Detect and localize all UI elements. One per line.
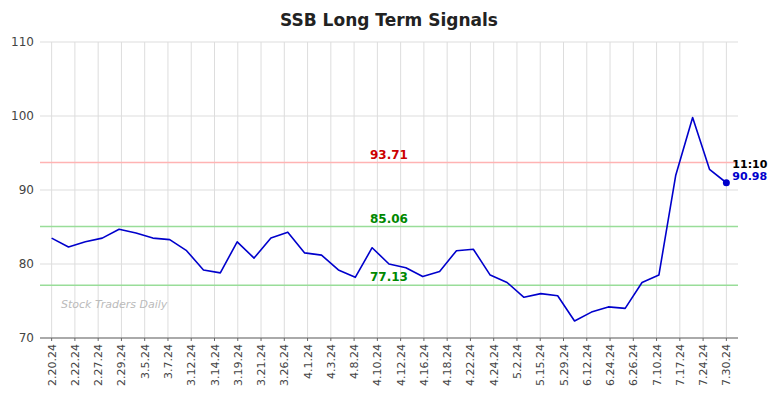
x-tick-label: 5.15.24 — [534, 344, 547, 386]
y-tick-label: 70 — [19, 331, 34, 345]
x-grid-line — [354, 42, 355, 338]
x-grid-line — [191, 42, 192, 338]
x-tick-label: 3.14.24 — [209, 344, 222, 386]
x-axis-line — [40, 338, 738, 339]
x-grid-line — [330, 42, 331, 338]
x-tick-label: 4.3.24 — [325, 344, 338, 379]
x-grid-line — [121, 42, 122, 338]
x-tick-label: 4.22.24 — [464, 344, 477, 386]
x-grid-line — [679, 42, 680, 338]
reference-line — [40, 226, 738, 228]
x-tick-label: 3.12.24 — [185, 344, 198, 386]
x-grid-line — [563, 42, 564, 338]
x-tick-label: 3.21.24 — [255, 344, 268, 386]
x-tick-label: 3.26.24 — [278, 344, 291, 386]
x-grid-line — [633, 42, 634, 338]
x-grid-line — [610, 42, 611, 338]
x-tick-label: 6.12.24 — [581, 344, 594, 386]
x-grid-line — [214, 42, 215, 338]
x-grid-line — [656, 42, 657, 338]
reference-line-label: 77.13 — [370, 270, 408, 284]
reference-line-label: 85.06 — [370, 212, 408, 226]
x-grid-line — [51, 42, 52, 338]
x-grid-line — [74, 42, 75, 338]
grid — [40, 42, 738, 338]
x-grid-line — [447, 42, 448, 338]
plot-area — [40, 117, 738, 321]
x-tick-label: 2.29.24 — [115, 344, 128, 386]
x-tick-label: 7.10.24 — [651, 344, 664, 386]
x-tick-label: 5.29.24 — [558, 344, 571, 386]
x-tick-label: 6.24.24 — [604, 344, 617, 386]
x-grid-line — [284, 42, 285, 338]
watermark: Stock Traders Daily — [61, 298, 168, 311]
x-tick-label: 6.26.24 — [627, 344, 640, 386]
reference-line — [40, 162, 738, 164]
x-tick-label: 4.16.24 — [418, 344, 431, 386]
price-line — [52, 117, 727, 321]
title: SSB Long Term Signals — [280, 10, 498, 30]
x-tick-label: 2.22.24 — [69, 344, 82, 386]
x-tick-label: 7.24.24 — [697, 344, 710, 386]
reference-line — [40, 284, 738, 286]
x-tick-label: 2.27.24 — [92, 344, 105, 386]
chart: SSB Long Term Signals 70 80 90 100 110 2.20.24… — [0, 0, 784, 398]
y-tick-label: 100 — [11, 109, 34, 123]
x-tick-label: 7.30.24 — [720, 344, 733, 386]
x-tick-label: 4.1.24 — [302, 344, 315, 379]
x-tick-label: 4.18.24 — [441, 344, 454, 386]
x-grid-line — [470, 42, 471, 338]
end-annotation: 90.98 — [732, 170, 767, 183]
y-tick-label: 110 — [11, 35, 34, 49]
x-tick-label: 4.8.24 — [348, 344, 361, 379]
x-grid-line — [307, 42, 308, 338]
x-grid-line — [144, 42, 145, 338]
x-tick-label: 5.2.24 — [511, 344, 524, 379]
x-tick-label: 3.19.24 — [232, 344, 245, 386]
x-grid-line — [98, 42, 99, 338]
y-tick-label: 80 — [19, 257, 34, 271]
x-grid-line — [400, 42, 401, 338]
x-grid-line — [703, 42, 704, 338]
x-tick-label: 3.5.24 — [139, 344, 152, 379]
x-grid-line — [377, 42, 378, 338]
x-grid-line — [726, 42, 727, 338]
reference-line-label: 93.71 — [370, 148, 408, 162]
end-dot — [723, 179, 730, 186]
x-tick-label: 2.20.24 — [46, 344, 59, 386]
x-tick-label: 4.24.24 — [488, 344, 501, 386]
x-grid-line — [261, 42, 262, 338]
x-grid-line — [237, 42, 238, 338]
y-grid-line — [40, 338, 738, 339]
x-tick-label: 4.10.24 — [371, 344, 384, 386]
x-grid-line — [167, 42, 168, 338]
x-grid-line — [516, 42, 517, 338]
x-tick-label: 4.12.24 — [395, 344, 408, 386]
x-grid-line — [586, 42, 587, 338]
y-tick-label: 90 — [19, 183, 34, 197]
x-tick-label: 7.17.24 — [674, 344, 687, 386]
x-grid-line — [493, 42, 494, 338]
x-tick-label: 3.7.24 — [162, 344, 175, 379]
x-grid-line — [423, 42, 424, 338]
